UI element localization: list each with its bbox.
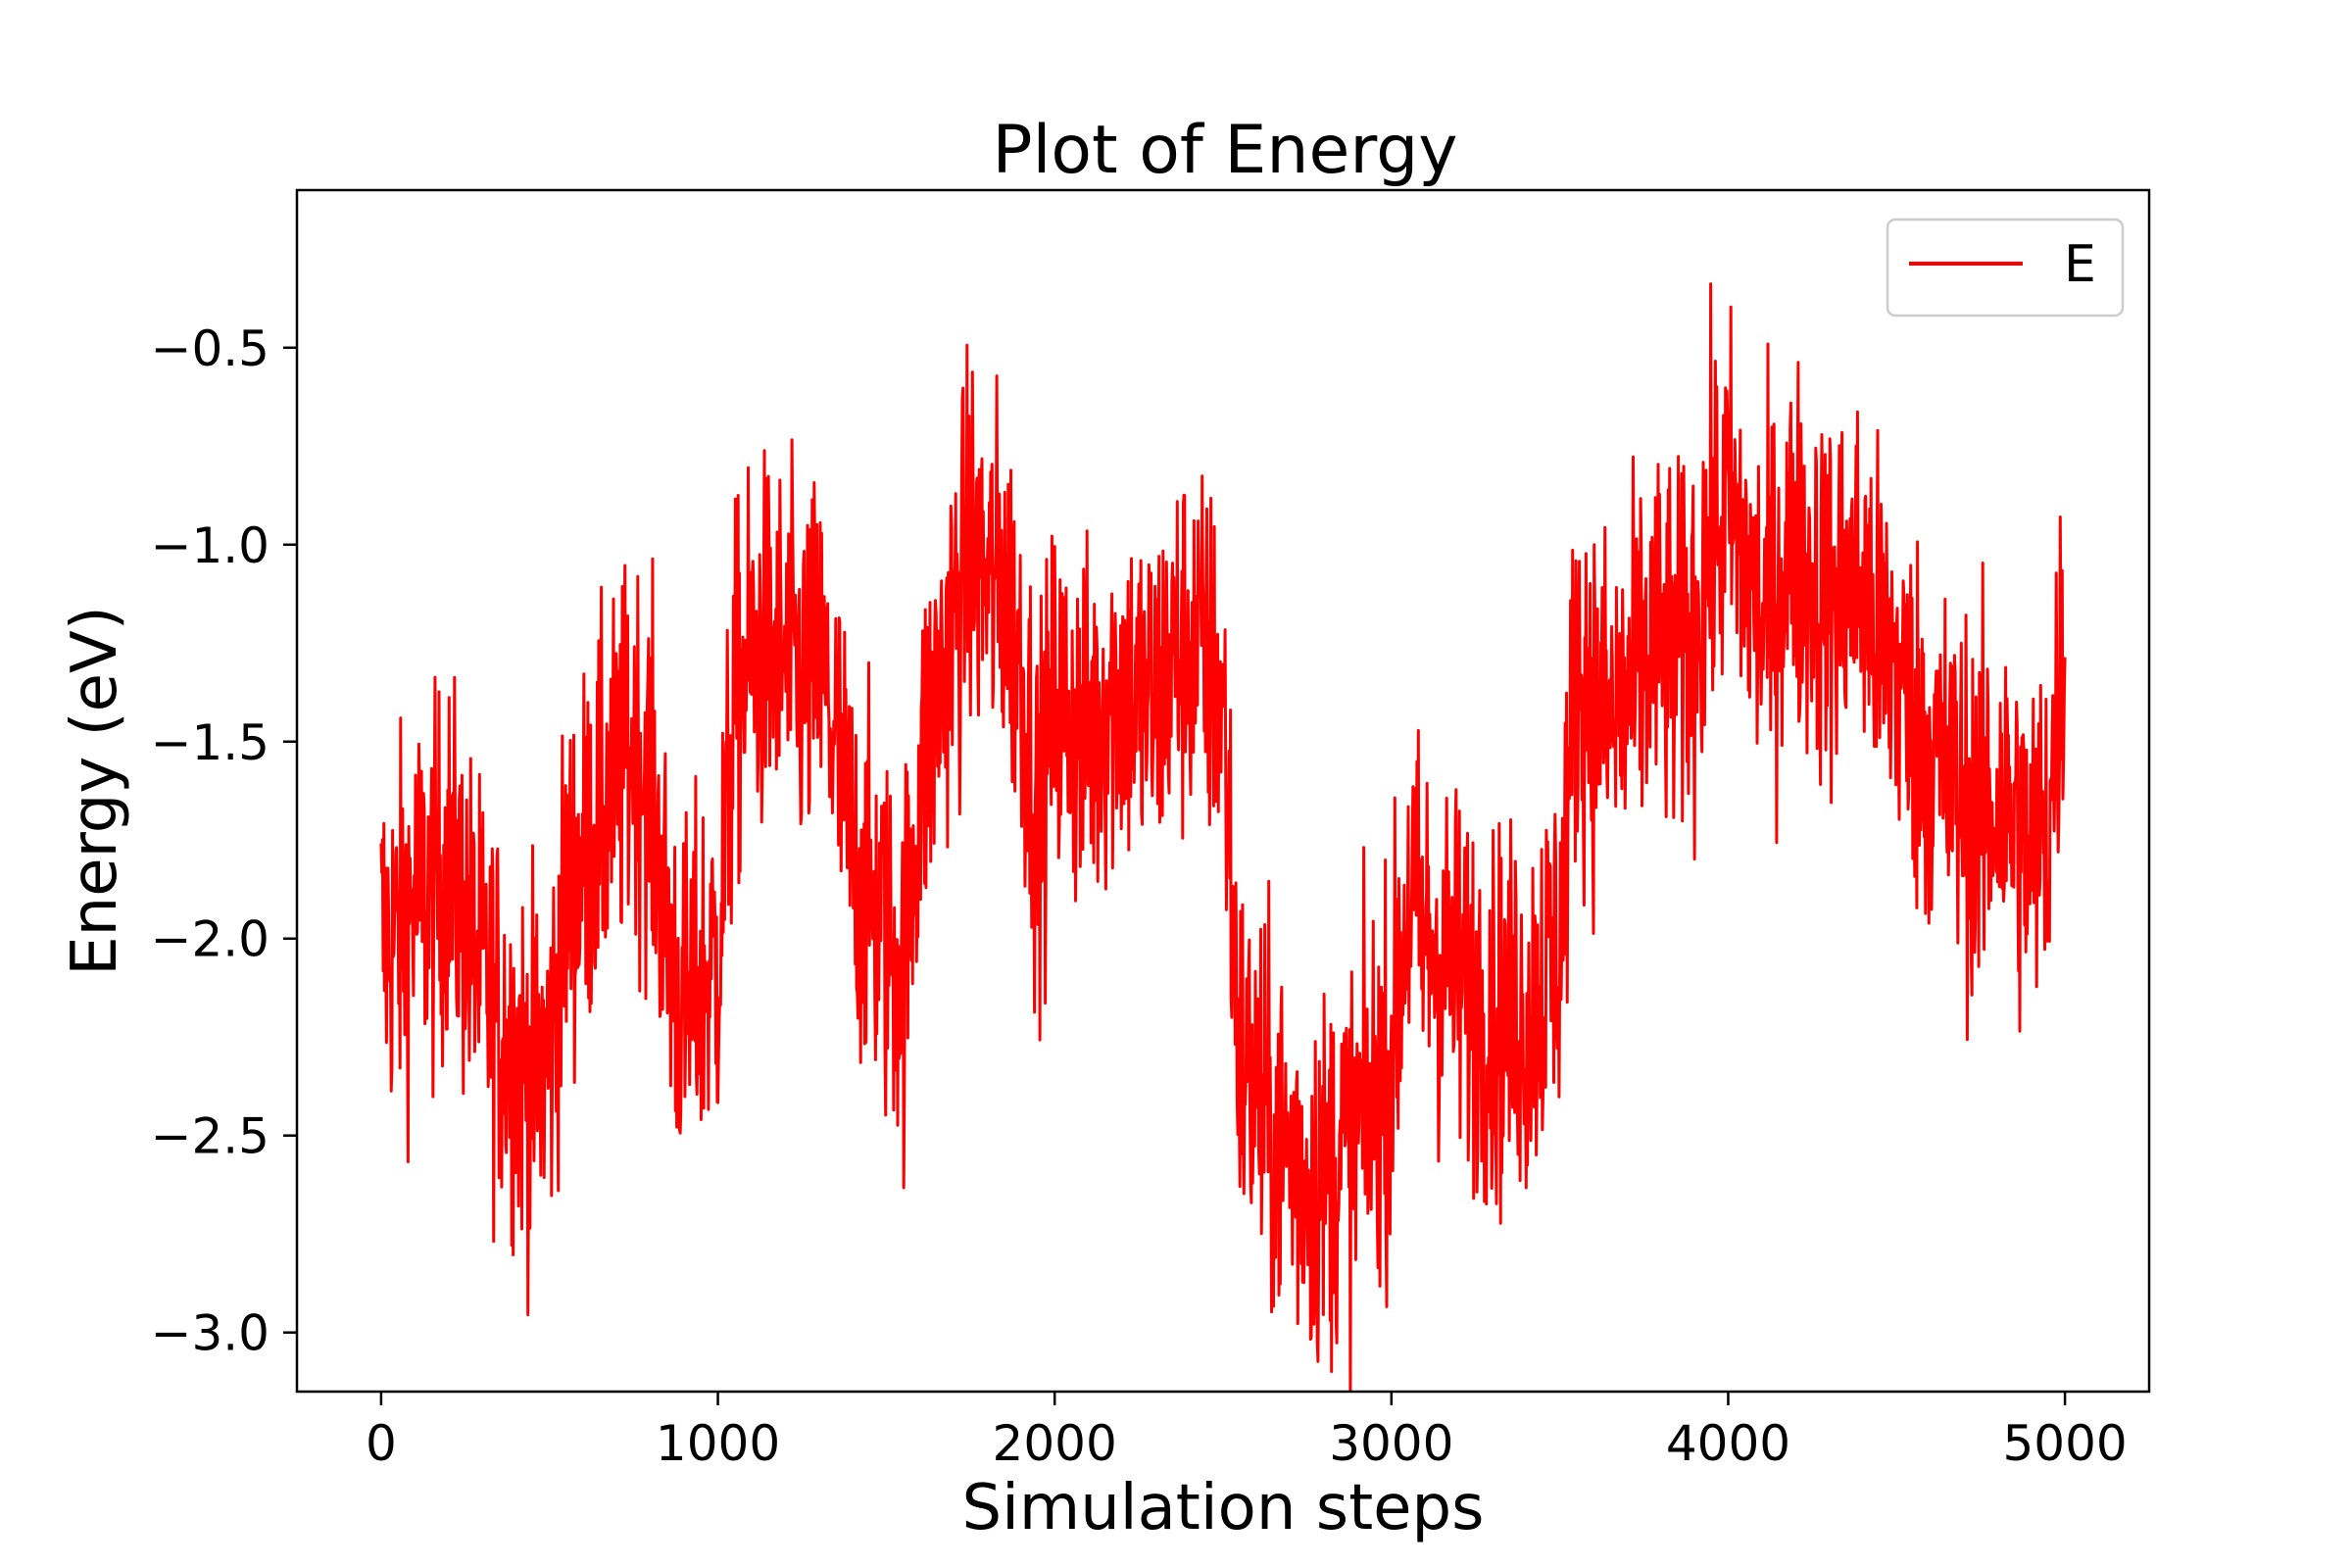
y-tick-label: −1.0 — [151, 517, 270, 574]
y-tick-label: −1.5 — [151, 714, 270, 771]
y-tick-label: −0.5 — [151, 320, 270, 377]
x-tick-label: 1000 — [656, 1415, 780, 1472]
x-tick-label: 0 — [366, 1415, 397, 1472]
legend-box — [1886, 218, 2125, 318]
y-tick-label: −3.0 — [151, 1305, 270, 1362]
x-tick-label: 5000 — [2002, 1415, 2127, 1472]
y-axis-ticks: −3.0 −2.5 −2.0 −1.5 −1.0 −0.5 — [151, 320, 297, 1362]
y-tick-label: −2.5 — [151, 1108, 270, 1165]
y-axis-label: Energy (eV) — [59, 606, 131, 976]
x-axis-ticks: 0 1000 2000 3000 4000 5000 — [366, 1392, 2128, 1472]
x-tick-label: 4000 — [1666, 1415, 1790, 1472]
plot-area — [379, 282, 2067, 1392]
legend: E — [1886, 218, 2125, 318]
x-tick-label: 3000 — [1329, 1415, 1453, 1472]
y-tick-label: −2.0 — [151, 911, 270, 968]
x-axis-label: Simulation steps — [961, 1472, 1484, 1544]
series-line-e — [379, 282, 2067, 1392]
series-layer — [379, 282, 2067, 1392]
x-tick-label: 2000 — [993, 1415, 1117, 1472]
plot-frame — [295, 188, 2151, 1394]
legend-entry-e: E — [2064, 235, 2096, 294]
chart-title: Plot of Energy — [992, 112, 1457, 189]
